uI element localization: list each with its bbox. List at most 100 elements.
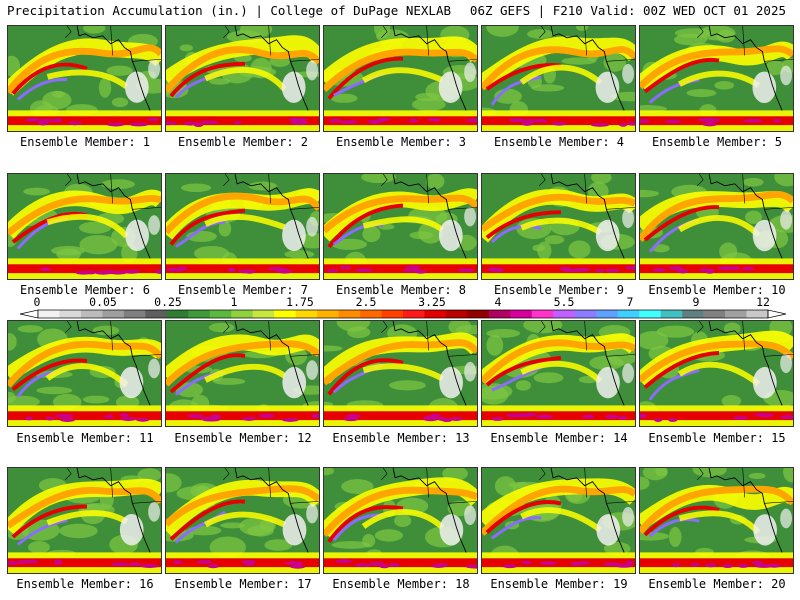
- coastline: [550, 321, 625, 406]
- colorbar-swatch: [682, 310, 704, 318]
- dry-area: [119, 366, 144, 399]
- secondary-band: [361, 509, 445, 530]
- light-precip-area: [655, 468, 668, 477]
- secondary-band: [204, 511, 286, 528]
- tropical-heavy-cell: [521, 119, 540, 124]
- tropical-heavy-cell: [207, 564, 220, 569]
- extreme-precip-streak: [648, 518, 700, 538]
- secondary-band: [520, 360, 603, 384]
- colorbar-swatch: [59, 310, 82, 318]
- ensemble-member-map: [639, 25, 794, 132]
- tropical-heavy-cell: [690, 563, 701, 567]
- ensemble-member-label: Ensemble Member: 3: [335, 135, 467, 149]
- tropical-heavy-cell: [311, 414, 319, 418]
- light-precip-area: [742, 177, 764, 187]
- ensemble-member-map: [481, 173, 636, 280]
- tropical-heavy-cell: [465, 564, 477, 569]
- tropical-core: [8, 116, 161, 126]
- storm-track-core: [166, 340, 319, 387]
- light-precip-area: [537, 241, 552, 260]
- tropical-heavy-cell: [94, 270, 112, 275]
- political-border: [65, 468, 161, 504]
- tropical-heavy-cell: [458, 268, 475, 273]
- light-precip-area: [374, 529, 404, 542]
- ensemble-member-map: [165, 25, 320, 132]
- colorbar-swatch: [403, 310, 425, 318]
- dry-area: [148, 358, 161, 379]
- light-precip-area: [23, 187, 51, 196]
- political-border: [65, 26, 161, 62]
- dry-area: [464, 361, 477, 382]
- tropical-heavy-cell: [627, 121, 635, 126]
- colorbar-tick-label: 0: [33, 295, 41, 309]
- tropical-heavy-cell: [503, 564, 517, 569]
- heavy-precip-streak: [643, 57, 720, 94]
- tropical-heavy-cell: [335, 559, 353, 564]
- political-border: [223, 321, 319, 357]
- ensemble-member-label: Ensemble Member: 17: [174, 577, 312, 591]
- tropical-heavy-cell: [122, 269, 141, 274]
- storm-track-core: [482, 339, 635, 384]
- storm-track-core: [640, 45, 793, 90]
- ensemble-member-map: [481, 25, 636, 132]
- tropical-heavy-cell: [45, 416, 55, 421]
- political-border: [539, 174, 635, 210]
- light-precip-area: [179, 44, 193, 52]
- tropical-core: [8, 411, 161, 421]
- dry-area: [148, 502, 161, 522]
- light-precip-area: [482, 383, 513, 400]
- ensemble-member-label: Ensemble Member: 14: [490, 431, 628, 445]
- dry-area: [780, 353, 793, 374]
- colorbar-min-arrow: [19, 309, 39, 319]
- tropical-heavy-cell: [431, 564, 447, 569]
- political-border: [381, 321, 477, 357]
- political-border: [697, 174, 793, 210]
- heavy-precip-streak: [169, 61, 246, 98]
- tropical-heavy-cell: [590, 122, 610, 127]
- light-precip-area: [699, 26, 736, 41]
- light-precip-area: [589, 355, 624, 371]
- political-border: [223, 174, 319, 210]
- ensemble-member-map: [7, 320, 162, 427]
- tropical-heavy-cell: [111, 562, 130, 567]
- light-precip-area: [8, 395, 40, 408]
- light-precip-area: [719, 242, 738, 261]
- secondary-band: [361, 67, 444, 84]
- light-precip-area: [175, 382, 204, 398]
- tropical-heavy-cell: [25, 117, 41, 122]
- dry-area: [622, 63, 635, 84]
- light-precip-area: [209, 78, 230, 85]
- tropical-heavy-cell: [413, 269, 428, 274]
- ensemble-member-map: [323, 173, 478, 280]
- tropical-core: [482, 558, 635, 568]
- tropical-heavy-cell: [779, 415, 793, 420]
- tropical-heavy-cell: [166, 121, 177, 126]
- tropical-heavy-cell: [551, 121, 567, 126]
- secondary-band: [520, 507, 603, 533]
- precipitation-colorbar: [19, 309, 787, 319]
- colorbar-swatch: [639, 310, 661, 318]
- tropical-heavy-cell: [173, 560, 183, 565]
- light-precip-area: [640, 189, 659, 198]
- ensemble-member-map: [323, 467, 478, 574]
- tropical-heavy-cell: [8, 561, 19, 566]
- storm-track-core: [8, 44, 161, 95]
- colorbar-swatch: [424, 310, 447, 318]
- tropical-heavy-cell: [559, 266, 571, 271]
- light-precip-area: [111, 97, 129, 108]
- light-precip-area: [52, 90, 65, 98]
- tropical-heavy-cell: [53, 559, 63, 564]
- tropical-heavy-cell: [640, 414, 648, 418]
- tropical-heavy-cell: [668, 417, 678, 422]
- tropical-heavy-cell: [466, 118, 477, 123]
- secondary-band: [204, 67, 287, 92]
- coastline: [550, 26, 625, 111]
- colorbar-tick-label: 4: [494, 295, 502, 309]
- ensemble-member-map: [481, 467, 636, 574]
- tropical-core: [482, 411, 635, 421]
- political-border: [539, 26, 635, 62]
- ensemble-member-label: Ensemble Member: 5: [651, 135, 783, 149]
- tropical-heavy-cell: [233, 120, 242, 125]
- dry-area: [282, 366, 307, 399]
- tropical-heavy-cell: [119, 413, 129, 417]
